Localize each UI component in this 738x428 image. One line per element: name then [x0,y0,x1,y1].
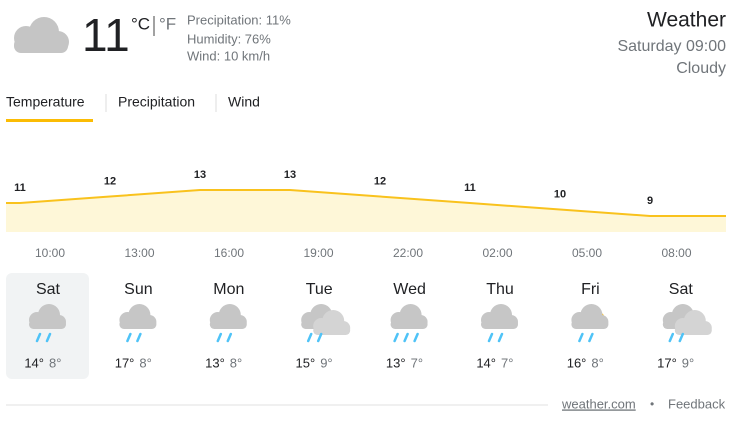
rain-drop [136,332,142,343]
unit-fahrenheit[interactable]: °F [159,14,176,33]
precipitation: Precipitation: 11% [187,12,291,27]
temperature-label: 13 [284,169,296,181]
time-label: 22:00 [393,246,423,260]
day-low: 8° [591,355,603,370]
cloud-part [674,326,712,335]
tab-indicator [6,119,93,122]
day[interactable]: Tue 15° 9° [296,281,351,370]
day[interactable]: Wed 13° 7° [386,281,428,370]
day-high: 15° [296,355,316,370]
rain-drop [306,332,313,343]
temperature-chart: 11 10:00 12 13:00 13 16:00 13 19:00 12 22:00 11 02:… [6,169,726,260]
time-label: 16:00 [214,246,244,260]
source-link[interactable]: weather.com [561,396,636,411]
temperature-label: 11 [14,182,26,194]
day-low: 7° [501,355,513,370]
day-high: 17° [657,355,677,370]
day-high: 13° [386,355,406,370]
rain-drop [226,332,233,343]
day[interactable]: Mon 13° 8° [205,281,247,370]
cloud-part [209,320,247,329]
rain-drop [35,332,42,343]
day-high: 17° [115,355,135,370]
tab[interactable]: Wind [228,94,260,110]
cloud-part [390,320,428,329]
temperature-area [6,190,726,232]
day[interactable]: Fri 16° 8° [567,281,609,370]
wind: Wind: 10 km/h [187,48,270,63]
tab[interactable]: Temperature [6,94,85,110]
rain-drop [413,332,419,343]
cloud-part [571,320,609,329]
day[interactable]: Sat 17° 9° [657,281,712,370]
feedback-link[interactable]: Feedback [668,396,726,411]
day-low: 8° [230,355,242,370]
humidity: Humidity: 76% [187,31,271,46]
daily-forecast: Sat 14° 8° Sun 17° 8° Mon 13° 8° Tue 15° 9° Wed 13° 7°… [24,281,712,370]
title: Weather [647,9,726,32]
cloud-part [313,326,351,335]
day-name: Sun [124,281,152,298]
day-high: 16° [567,355,587,370]
day-low: 9° [682,355,694,370]
rain-drop [393,332,399,343]
day-name: Fri [581,281,600,298]
day-low: 8° [139,355,151,370]
day-high: 14° [24,355,44,370]
rain-drop [45,332,52,343]
temperature-label: 9 [647,195,653,207]
rain-drop [588,332,594,343]
condition: Cloudy [676,60,726,77]
rain-drop [668,332,675,343]
cloud-part [481,320,518,329]
tab[interactable]: Precipitation [118,94,195,110]
current-icon [14,17,69,53]
day-name: Thu [486,281,514,298]
day-name: Tue [306,281,333,298]
temperature-label: 12 [374,175,386,187]
day[interactable]: Thu 14° 7° [476,281,518,370]
day-name: Sat [669,281,694,298]
time-label: 19:00 [303,246,333,260]
rain-drop [487,332,494,343]
time-label: 05:00 [572,246,602,260]
time-label: 02:00 [482,246,512,260]
rain-drop [578,332,584,343]
rain-drop [126,332,132,343]
day-name: Wed [393,281,426,298]
time-label: 13:00 [124,246,154,260]
day-low: 7° [411,355,423,370]
time-label: 10:00 [35,246,65,260]
cloud-part [29,320,66,329]
day-high: 13° [205,355,225,370]
temperature-label: 10 [554,188,566,200]
datetime: Saturday 09:00 [617,38,726,55]
rain-drop [403,332,409,343]
day-name: Mon [213,281,244,298]
rain-drop [678,332,685,343]
day-low: 8° [49,355,61,370]
rain-drop [216,332,223,343]
cloud-part [119,320,157,329]
rain-drop [316,332,323,343]
temperature-label: 12 [104,175,116,187]
temperature-label: 11 [464,182,476,194]
day[interactable]: Sat 14° 8° [24,281,66,370]
day-high: 14° [476,355,496,370]
rain-drop [497,332,504,343]
time-label: 08:00 [661,246,691,260]
temperature-label: 13 [194,169,206,181]
day[interactable]: Sun 17° 8° [115,281,157,370]
temperature-line [6,189,726,217]
unit-celsius[interactable]: °C [131,14,150,33]
day-name: Sat [36,281,61,298]
day-low: 9° [320,355,332,370]
footer-dot: • [650,397,654,411]
current-temperature: 11 [82,9,130,61]
